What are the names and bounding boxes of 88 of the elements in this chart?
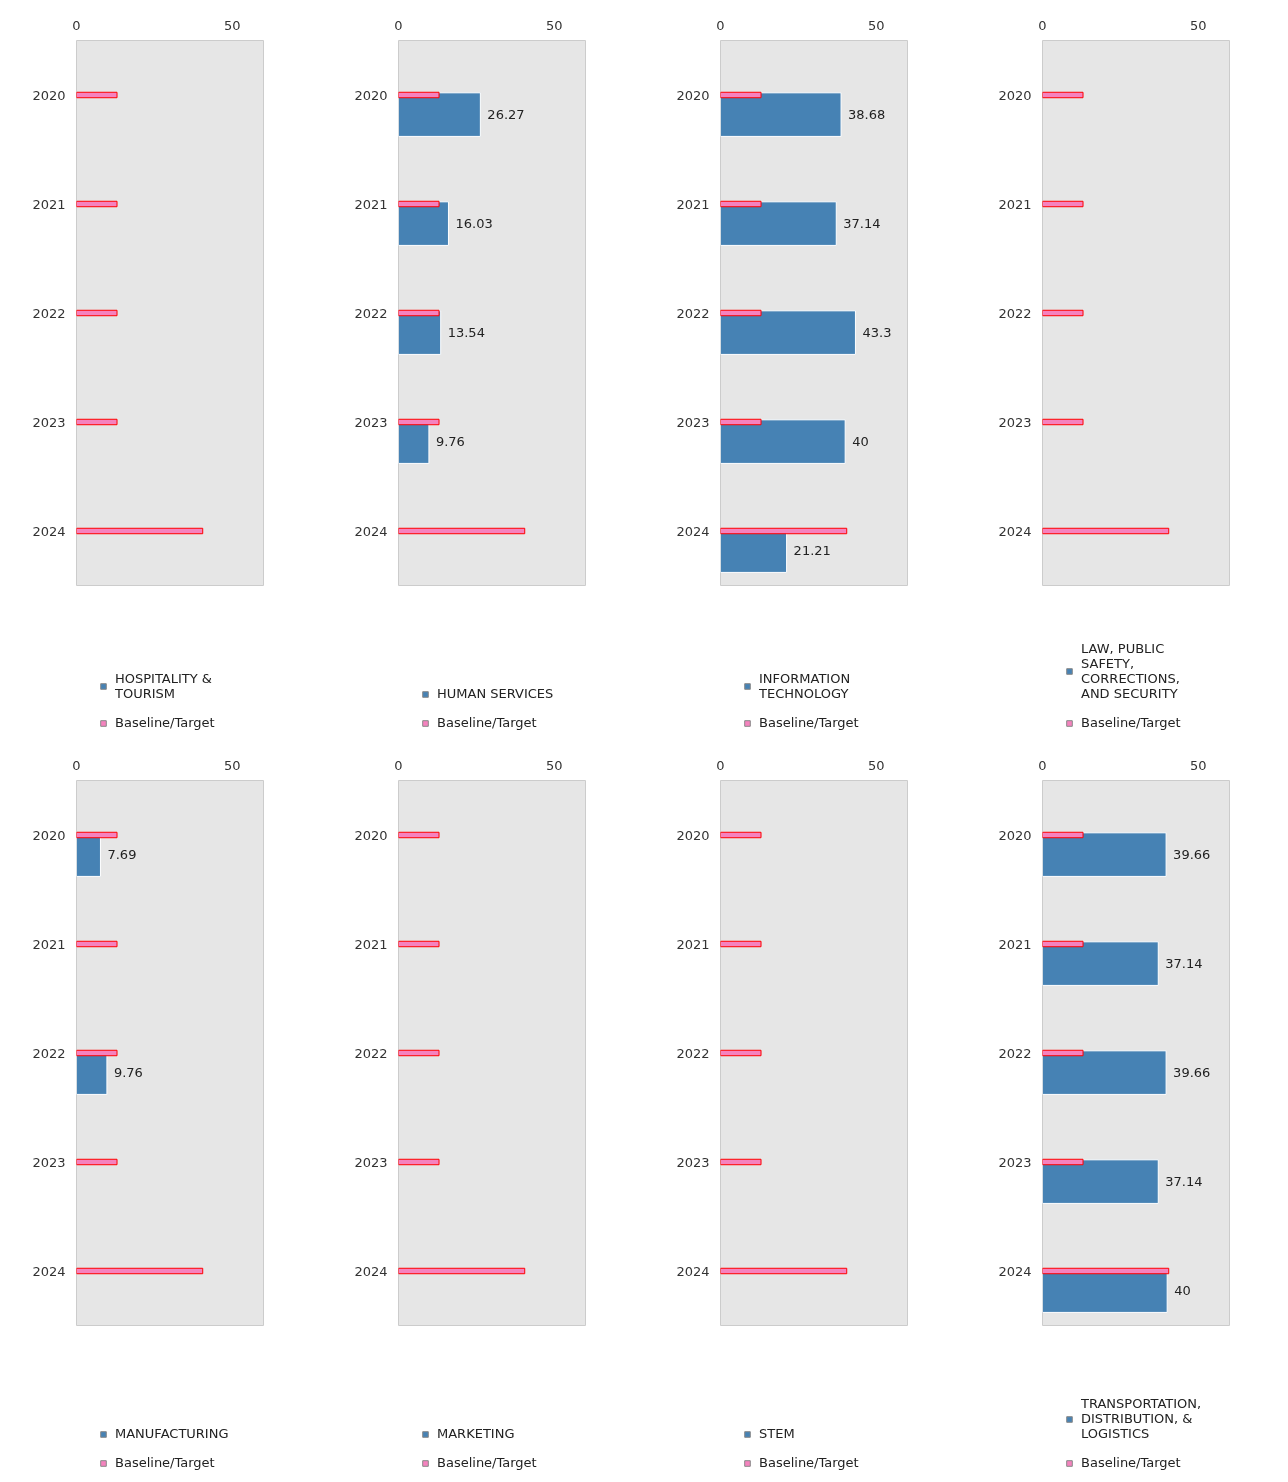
data-label: 37.14 xyxy=(1165,956,1203,972)
y-tick-label: 2023 xyxy=(32,414,66,430)
y-tick-label: 2024 xyxy=(354,1263,388,1279)
y-tick-label: 2024 xyxy=(32,1263,66,1279)
y-tick-label: 2021 xyxy=(998,936,1032,952)
y-tick-label: 2021 xyxy=(998,196,1032,212)
x-tick-label: 0 xyxy=(716,757,725,773)
y-tick-label: 2022 xyxy=(998,305,1032,321)
x-tick-label: 50 xyxy=(868,17,885,33)
y-tick-label: 2023 xyxy=(354,1154,388,1170)
data-label: 37.14 xyxy=(1165,1174,1203,1190)
y-tick-label: 2022 xyxy=(998,1045,1032,1061)
y-tick-label: 2020 xyxy=(998,87,1032,103)
y-tick-label: 2023 xyxy=(676,414,710,430)
data-label: 43.3 xyxy=(862,325,892,341)
x-tick-label: 0 xyxy=(1038,757,1047,773)
y-tick-label: 2020 xyxy=(32,827,66,843)
legend-label: Baseline/Target xyxy=(437,1455,537,1470)
y-tick-label: 2023 xyxy=(998,414,1032,430)
y-tick-label: 2022 xyxy=(354,305,388,321)
legend-label: Baseline/Target xyxy=(759,1455,859,1470)
legend-label: INFORMATION TECHNOLOGY xyxy=(759,671,851,701)
data-label: 7.69 xyxy=(107,847,137,863)
x-tick-label: 50 xyxy=(868,757,885,773)
x-tick-label: 50 xyxy=(1190,17,1207,33)
x-tick-label: 0 xyxy=(394,757,403,773)
legend-label: Baseline/Target xyxy=(437,715,537,730)
legend-label: Baseline/Target xyxy=(115,1455,215,1470)
y-tick-label: 2023 xyxy=(32,1154,66,1170)
data-label: 26.27 xyxy=(487,107,525,123)
legend-label: MANUFACTURING xyxy=(115,1426,229,1441)
y-tick-label: 2020 xyxy=(998,827,1032,843)
y-tick-label: 2021 xyxy=(676,936,710,952)
y-tick-label: 2021 xyxy=(32,936,66,952)
y-tick-label: 2023 xyxy=(354,414,388,430)
x-tick-label: 0 xyxy=(1038,17,1047,33)
data-label: 16.03 xyxy=(455,216,493,232)
y-tick-label: 2022 xyxy=(354,1045,388,1061)
y-tick-label: 2020 xyxy=(676,827,710,843)
y-tick-label: 2023 xyxy=(676,1154,710,1170)
legend-label: TRANSPORTATION, DISTRIBUTION, & LOGISTICS xyxy=(1081,1396,1202,1441)
y-tick-label: 2021 xyxy=(676,196,710,212)
x-tick-label: 50 xyxy=(546,757,563,773)
data-label: 9.76 xyxy=(435,434,465,450)
y-tick-label: 2023 xyxy=(998,1154,1032,1170)
y-tick-label: 2024 xyxy=(354,523,388,539)
y-tick-label: 2022 xyxy=(32,305,66,321)
x-tick-label: 0 xyxy=(394,17,403,33)
legend-label: MARKETING xyxy=(437,1426,515,1441)
y-tick-label: 2024 xyxy=(676,523,710,539)
y-tick-label: 2020 xyxy=(676,87,710,103)
data-label: 37.14 xyxy=(843,216,881,232)
x-tick-label: 50 xyxy=(1190,757,1207,773)
x-tick-label: 0 xyxy=(716,17,725,33)
y-tick-label: 2020 xyxy=(32,87,66,103)
x-tick-label: 50 xyxy=(546,17,563,33)
legend-label: Baseline/Target xyxy=(115,715,215,730)
y-tick-label: 2022 xyxy=(676,305,710,321)
y-tick-label: 2022 xyxy=(32,1045,66,1061)
y-tick-label: 2024 xyxy=(998,523,1032,539)
x-tick-label: 0 xyxy=(72,757,81,773)
data-label: 9.76 xyxy=(113,1065,143,1081)
x-tick-label: 50 xyxy=(224,757,241,773)
y-tick-label: 2022 xyxy=(676,1045,710,1061)
legend-label: Baseline/Target xyxy=(759,715,859,730)
x-tick-label: 50 xyxy=(224,17,241,33)
data-label: 40 xyxy=(852,434,869,450)
data-label: 13.54 xyxy=(447,325,485,341)
data-label: 40 xyxy=(1174,1283,1191,1299)
y-tick-label: 2020 xyxy=(354,87,388,103)
data-label: 38.68 xyxy=(848,107,886,123)
data-label: 39.66 xyxy=(1173,847,1211,863)
y-tick-label: 2021 xyxy=(32,196,66,212)
legend-label: HOSPITALITY & TOURISM xyxy=(115,671,212,701)
legend-label: STEM xyxy=(759,1426,795,1441)
data-label: 39.66 xyxy=(1173,1065,1211,1081)
y-tick-label: 2021 xyxy=(354,196,388,212)
data-label: 21.21 xyxy=(793,543,831,559)
y-tick-label: 2024 xyxy=(998,1263,1032,1279)
legend-label: LAW, PUBLIC SAFETY, CORRECTIONS, AND SECURITY xyxy=(1081,641,1180,701)
legend-label: Baseline/Target xyxy=(1081,1455,1181,1470)
legend-label: Baseline/Target xyxy=(1081,715,1181,730)
y-tick-label: 2020 xyxy=(354,827,388,843)
y-tick-label: 2021 xyxy=(354,936,388,952)
legend-label: HUMAN SERVICES xyxy=(437,686,554,701)
y-tick-label: 2024 xyxy=(676,1263,710,1279)
x-tick-label: 0 xyxy=(72,17,81,33)
y-tick-label: 2024 xyxy=(32,523,66,539)
